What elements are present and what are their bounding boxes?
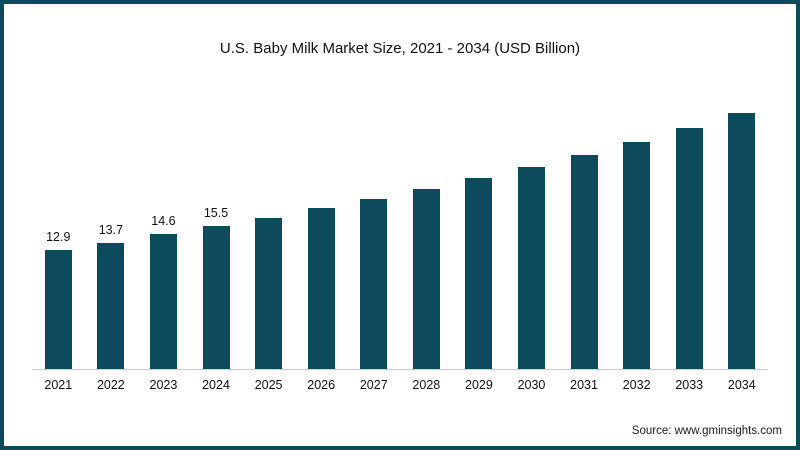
bar-column: 15.5 bbox=[190, 206, 243, 369]
bar bbox=[675, 128, 703, 369]
bar-column: 13.7 bbox=[85, 223, 138, 369]
bar-column bbox=[453, 158, 506, 369]
x-axis-label: 2024 bbox=[202, 378, 230, 392]
bar-value-label: 14.6 bbox=[151, 214, 176, 228]
bar-column bbox=[610, 122, 663, 369]
bar-column bbox=[505, 147, 558, 369]
bar bbox=[570, 155, 598, 369]
x-axis-label: 2032 bbox=[622, 378, 651, 392]
bar bbox=[465, 178, 493, 369]
bar bbox=[623, 142, 651, 369]
bar bbox=[517, 167, 545, 369]
x-axis-label: 2026 bbox=[307, 378, 336, 392]
bar-column bbox=[295, 188, 348, 369]
chart-title: U.S. Baby Milk Market Size, 2021 - 2034 … bbox=[219, 40, 581, 57]
bar-column bbox=[242, 198, 295, 369]
x-axis-label: 2031 bbox=[570, 378, 598, 392]
x-axis-label: 2033 bbox=[675, 378, 704, 392]
bar-column bbox=[716, 93, 769, 369]
bar bbox=[44, 250, 72, 369]
bar bbox=[728, 113, 756, 369]
bar bbox=[412, 189, 440, 369]
bar-value-label: 15.5 bbox=[203, 206, 229, 220]
bar bbox=[149, 234, 177, 369]
x-axis-label: 2029 bbox=[465, 378, 493, 392]
x-axis-label: 2030 bbox=[517, 378, 546, 392]
bar-column bbox=[558, 135, 611, 369]
bar bbox=[307, 208, 335, 369]
bar-column: 12.9 bbox=[32, 230, 85, 369]
bar-column bbox=[663, 108, 716, 369]
bar bbox=[360, 199, 388, 369]
x-axis-label: 2022 bbox=[96, 378, 125, 392]
x-axis-labels: 2021 2022 2023 2024 2025 2026 2027 2028 2029 2030… bbox=[32, 370, 768, 392]
x-axis-label: 2021 bbox=[44, 378, 73, 392]
bar-chart-plot: 12.9 13.7 14.6 15.5 bbox=[32, 92, 768, 370]
bar-column: 14.6 bbox=[137, 214, 190, 369]
bar bbox=[255, 218, 283, 369]
bar-column bbox=[347, 179, 400, 369]
x-axis-label: 2028 bbox=[412, 378, 441, 392]
bar-value-label: 13.7 bbox=[98, 223, 124, 237]
bar bbox=[97, 243, 125, 369]
source-text: Source: www.gminsights.com bbox=[631, 425, 782, 437]
x-axis-label: 2034 bbox=[727, 378, 756, 392]
bar-value-label: 12.9 bbox=[46, 230, 71, 244]
bar bbox=[202, 226, 230, 369]
x-axis-label: 2025 bbox=[254, 378, 283, 392]
bar-column bbox=[400, 169, 453, 369]
x-axis-label: 2027 bbox=[359, 378, 388, 392]
x-axis-label: 2023 bbox=[149, 378, 178, 392]
